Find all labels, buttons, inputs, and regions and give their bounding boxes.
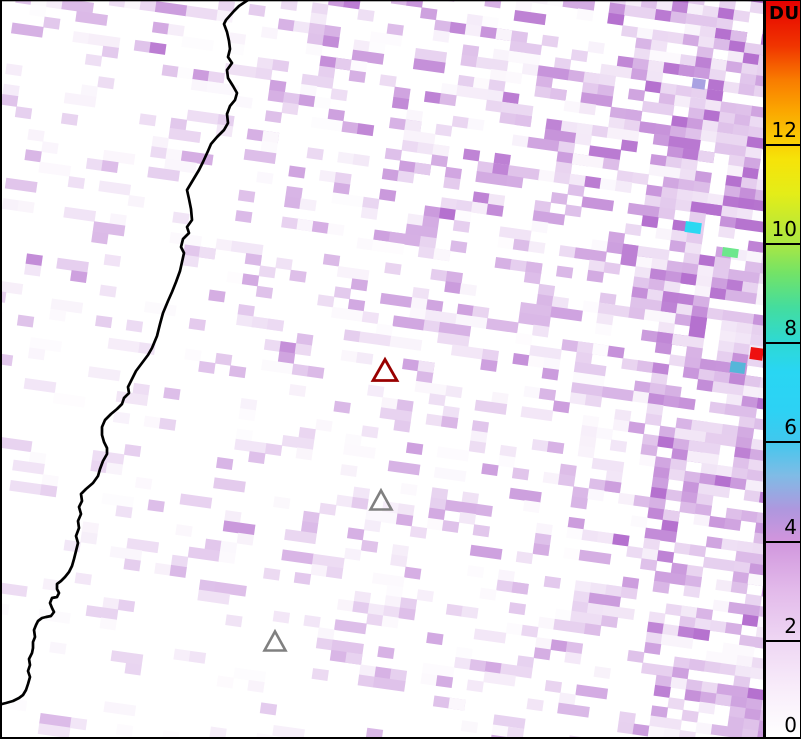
map-canvas xyxy=(0,0,763,739)
colorbar-tick-label: 8 xyxy=(784,316,797,341)
colorbar-tick-label: 6 xyxy=(784,415,797,440)
volcano-marker-1 xyxy=(368,487,394,511)
colorbar: 12 10 8 6 4 2 0 DU xyxy=(766,0,801,739)
map-panel xyxy=(0,0,763,739)
anomaly-pixel xyxy=(729,360,746,374)
colorbar-tick xyxy=(766,639,800,642)
data-pixel-mosaic xyxy=(0,0,763,739)
anomaly-pixels xyxy=(684,77,763,374)
anomaly-pixel xyxy=(691,77,706,90)
map-border xyxy=(0,0,763,739)
colorbar-tick xyxy=(766,342,800,345)
colorbar-tick xyxy=(766,143,800,146)
colorbar-tick-label: 10 xyxy=(771,217,797,242)
colorbar-tick-label: 0 xyxy=(784,713,797,737)
colorbar-left-border xyxy=(763,0,766,739)
anomaly-pixel xyxy=(684,221,702,235)
coastline-path xyxy=(0,0,250,706)
colorbar-gradient xyxy=(766,1,800,737)
colorbar-tick-label: 4 xyxy=(784,514,797,539)
colorbar-tick xyxy=(766,441,800,444)
anomaly-pixel xyxy=(749,346,763,361)
colorbar-tick xyxy=(766,540,800,543)
volcano-markers xyxy=(262,356,400,652)
colorbar-tick-label: 12 xyxy=(771,117,797,142)
volcano-marker-highlighted xyxy=(370,356,400,382)
colorbar-tick xyxy=(766,243,800,246)
volcano-marker-2 xyxy=(262,628,288,652)
anomaly-pixel xyxy=(721,247,739,259)
colorbar-units-label: DU xyxy=(769,3,800,24)
colorbar-tick-label: 2 xyxy=(784,613,797,638)
